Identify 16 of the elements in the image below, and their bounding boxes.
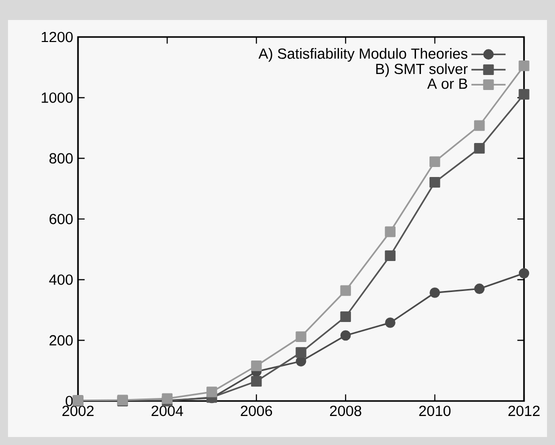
- legend-label: A or B: [427, 78, 468, 89]
- y-tick-label: 1200: [42, 32, 73, 42]
- x-tick-label: 2008: [330, 406, 362, 416]
- y-tick-label: 400: [49, 274, 73, 285]
- y-tick-label: 0: [66, 396, 73, 406]
- y-tick-label: 1000: [42, 92, 73, 103]
- legend-label: A) Satisfiability Modulo Theories: [258, 48, 468, 62]
- x-tick-label: 2010: [419, 406, 451, 416]
- y-tick-label: 600: [50, 214, 73, 224]
- x-tick-label: 2002: [62, 406, 94, 416]
- x-tick-label: 2004: [152, 406, 184, 416]
- y-tick-label: 800: [49, 153, 73, 164]
- y-tick-label: 200: [50, 335, 73, 346]
- legend-label: B) SMT solver: [376, 63, 468, 78]
- x-tick-label: 2006: [240, 406, 272, 416]
- x-tick-label: 2012: [508, 406, 540, 416]
